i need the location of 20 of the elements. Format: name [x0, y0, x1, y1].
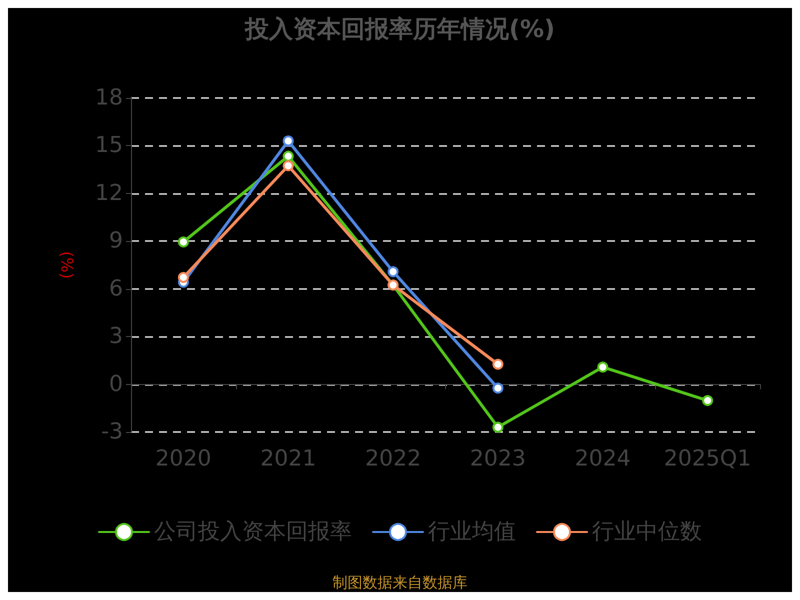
y-tick-label: 6 — [109, 276, 123, 302]
y-tick-label: 18 — [95, 86, 123, 110]
text: 制图数据来自数据库 — [332, 574, 468, 592]
y-tick-label: -3 — [101, 420, 123, 444]
legend-label: 行业中位数 — [592, 520, 702, 544]
y-tick-label: 9 — [109, 228, 123, 254]
y-tick-label: 3 — [109, 324, 123, 350]
x-tick-label: 2022 — [365, 446, 422, 472]
y-tick-label: 15 — [95, 133, 123, 158]
y-tick-label: 12 — [95, 180, 123, 206]
x-tick-label: 2021 — [260, 446, 316, 472]
chart-title: 投入资本回报率历年情况(%) — [244, 15, 555, 43]
y-tick-label: 0 — [109, 372, 123, 397]
x-tick-label: 2024 — [574, 446, 631, 472]
x-tick-label: 2023 — [470, 446, 526, 472]
legend-label: 行业均值 — [428, 520, 516, 544]
y-axis-title: (%) — [58, 251, 76, 279]
legend-label: 公司投入资本回报率 — [154, 520, 352, 544]
x-tick-label: 2020 — [155, 446, 212, 472]
x-tick-label: 2025Q1 — [664, 446, 752, 472]
